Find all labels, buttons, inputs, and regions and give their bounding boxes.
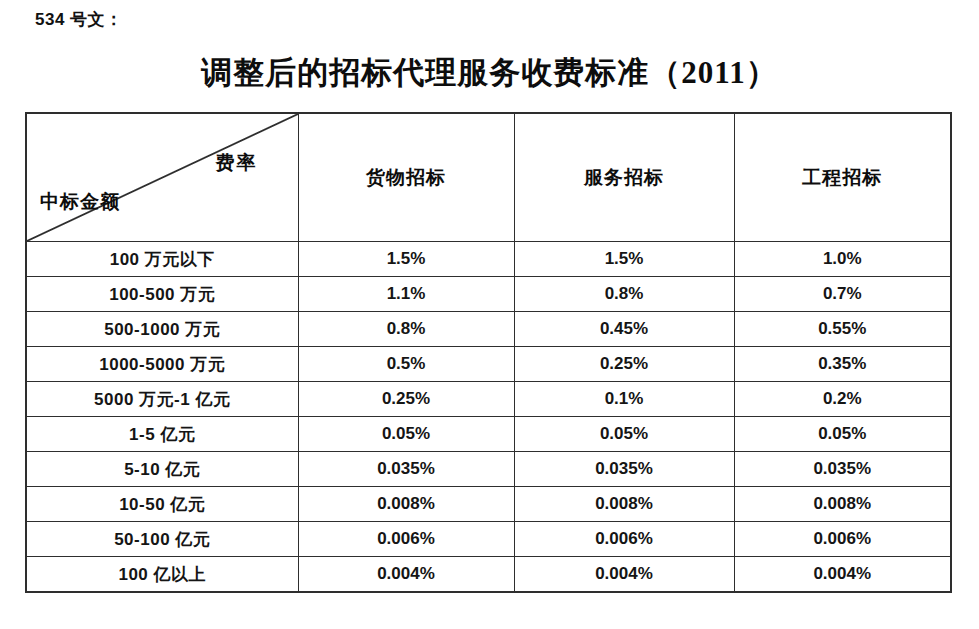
- rate-cell: 1.0%: [734, 242, 951, 277]
- rate-cell: 0.5%: [298, 347, 514, 382]
- table-row: 50-100 亿元0.006%0.006%0.006%: [26, 522, 951, 557]
- rate-cell: 0.006%: [298, 522, 514, 557]
- rate-cell: 0.008%: [734, 487, 951, 522]
- column-header-services: 服务招标: [514, 113, 734, 242]
- rate-cell: 0.8%: [514, 277, 734, 312]
- rate-cell: 0.004%: [298, 557, 514, 593]
- row-label-bid-amount: 100-500 万元: [26, 277, 298, 312]
- rate-cell: 0.05%: [734, 417, 951, 452]
- rate-cell: 0.2%: [734, 382, 951, 417]
- column-header-goods: 货物招标: [298, 113, 514, 242]
- row-label-bid-amount: 5000 万元-1 亿元: [26, 382, 298, 417]
- rate-cell: 0.006%: [514, 522, 734, 557]
- rate-cell: 0.035%: [514, 452, 734, 487]
- table-row: 1000-5000 万元0.5%0.25%0.35%: [26, 347, 951, 382]
- rate-cell: 0.35%: [734, 347, 951, 382]
- table-row: 5-10 亿元0.035%0.035%0.035%: [26, 452, 951, 487]
- table-row: 500-1000 万元0.8%0.45%0.55%: [26, 312, 951, 347]
- rate-cell: 0.25%: [298, 382, 514, 417]
- table-row: 10-50 亿元0.008%0.008%0.008%: [26, 487, 951, 522]
- rate-cell: 0.035%: [734, 452, 951, 487]
- rate-cell: 1.1%: [298, 277, 514, 312]
- row-label-bid-amount: 10-50 亿元: [26, 487, 298, 522]
- rate-cell: 0.45%: [514, 312, 734, 347]
- table-row: 100-500 万元1.1%0.8%0.7%: [26, 277, 951, 312]
- rate-cell: 0.8%: [298, 312, 514, 347]
- table-row: 100 万元以下1.5%1.5%1.0%: [26, 242, 951, 277]
- row-label-bid-amount: 5-10 亿元: [26, 452, 298, 487]
- row-label-bid-amount: 100 亿以上: [26, 557, 298, 593]
- corner-label-rate: 费率: [216, 150, 258, 176]
- rate-cell: 1.5%: [514, 242, 734, 277]
- rate-cell: 0.1%: [514, 382, 734, 417]
- column-header-engineering: 工程招标: [734, 113, 951, 242]
- document-page: 534 号文： 调整后的招标代理服务收费标准（2011） 费率 中标金额 货物招…: [0, 0, 979, 629]
- row-label-bid-amount: 100 万元以下: [26, 242, 298, 277]
- rate-cell: 0.55%: [734, 312, 951, 347]
- table-row: 1-5 亿元0.05%0.05%0.05%: [26, 417, 951, 452]
- rate-cell: 0.008%: [298, 487, 514, 522]
- row-label-bid-amount: 50-100 亿元: [26, 522, 298, 557]
- fee-rate-table: 费率 中标金额 货物招标 服务招标 工程招标 100 万元以下1.5%1.5%1…: [25, 112, 952, 593]
- diagonal-corner-cell: 费率 中标金额: [26, 113, 298, 242]
- rate-cell: 0.25%: [514, 347, 734, 382]
- table-row: 5000 万元-1 亿元0.25%0.1%0.2%: [26, 382, 951, 417]
- doc-title: 调整后的招标代理服务收费标准（2011）: [0, 52, 979, 94]
- rate-cell: 0.004%: [734, 557, 951, 593]
- table-body: 100 万元以下1.5%1.5%1.0%100-500 万元1.1%0.8%0.…: [26, 242, 951, 593]
- rate-cell: 0.035%: [298, 452, 514, 487]
- rate-cell: 0.05%: [514, 417, 734, 452]
- rate-cell: 0.004%: [514, 557, 734, 593]
- table-row: 100 亿以上0.004%0.004%0.004%: [26, 557, 951, 593]
- row-label-bid-amount: 500-1000 万元: [26, 312, 298, 347]
- rate-cell: 1.5%: [298, 242, 514, 277]
- rate-cell: 0.008%: [514, 487, 734, 522]
- header-row: 费率 中标金额 货物招标 服务招标 工程招标: [26, 113, 951, 242]
- rate-cell: 0.05%: [298, 417, 514, 452]
- doc-ref-label: 534 号文：: [35, 8, 123, 31]
- rate-cell: 0.7%: [734, 277, 951, 312]
- rate-cell: 0.006%: [734, 522, 951, 557]
- row-label-bid-amount: 1-5 亿元: [26, 417, 298, 452]
- row-label-bid-amount: 1000-5000 万元: [26, 347, 298, 382]
- corner-label-bid-amount: 中标金额: [40, 189, 120, 215]
